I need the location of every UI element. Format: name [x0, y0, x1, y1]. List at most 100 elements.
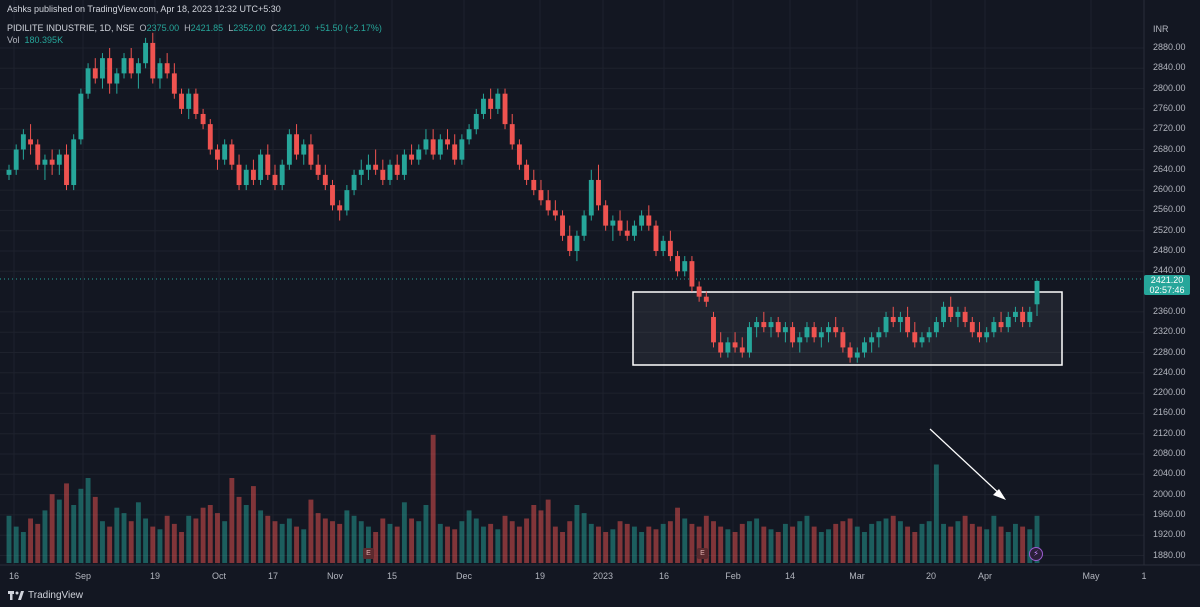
price-tick-label: 2160.00 [1153, 407, 1186, 418]
candle [1012, 306, 1018, 323]
candle-body [552, 210, 558, 216]
price-tick-label: 2760.00 [1153, 102, 1186, 113]
volume-bar [567, 521, 573, 563]
volume-bar [279, 523, 285, 563]
candle [308, 134, 314, 170]
candle-body [610, 220, 616, 226]
candle-body [768, 322, 774, 328]
volume-bar [373, 532, 379, 563]
volume-bar [207, 505, 213, 563]
candle-body [28, 139, 34, 145]
candle-body [473, 113, 479, 130]
volume-bar [797, 521, 803, 563]
candle [64, 144, 69, 191]
earnings-marker[interactable]: E [697, 548, 708, 559]
candle-body [998, 322, 1004, 328]
price-tick-label: 2280.00 [1153, 346, 1186, 357]
candle [790, 322, 796, 348]
volume-bar [782, 523, 788, 563]
volume-legend: Vol 180.395K [7, 35, 63, 45]
candle-body [962, 311, 968, 323]
footer-brand[interactable]: TradingView [8, 590, 83, 601]
volume-bar [876, 521, 882, 563]
earnings-marker[interactable]: E [363, 548, 374, 559]
date-tick-label: 16 [658, 571, 670, 581]
candle [322, 164, 328, 191]
price-tick-label: 2800.00 [1153, 82, 1186, 93]
candle-body [948, 306, 954, 317]
volume-bar [135, 502, 141, 563]
candle-body [775, 322, 781, 333]
candle-body [567, 235, 573, 251]
volume-bar [682, 518, 688, 563]
volume-bar [545, 499, 551, 563]
brand-name: TradingView [28, 590, 84, 601]
candle [358, 159, 364, 186]
candle [538, 179, 544, 206]
candle [365, 154, 371, 180]
candle-body [545, 200, 551, 211]
symbol-name[interactable]: PIDILITE INDUSTRIE, 1D, NSE [7, 23, 135, 33]
candle [42, 154, 48, 180]
volume-bar [617, 521, 623, 563]
candle-body [236, 164, 242, 186]
candle-body [186, 93, 192, 109]
candle-body [294, 134, 299, 155]
candle [890, 306, 896, 328]
volume-bar [610, 529, 616, 563]
candle-body [222, 144, 228, 160]
volume-bar [955, 521, 961, 563]
volume-bar [862, 532, 867, 563]
candle [761, 311, 767, 333]
volume-bar [423, 505, 429, 563]
candle-body [646, 215, 652, 226]
candle-body [330, 185, 335, 206]
candle-body [207, 124, 213, 150]
price-tick-label: 2560.00 [1153, 204, 1186, 215]
candle-body [401, 154, 407, 175]
candle [459, 134, 465, 165]
consolidation-box[interactable] [632, 291, 1063, 366]
candle [78, 88, 84, 145]
date-tick-label: Sep [74, 571, 92, 581]
candle-body [258, 154, 264, 180]
trend-arrow[interactable] [929, 428, 1006, 500]
volume-bar [948, 526, 954, 563]
volume-label[interactable]: Vol [7, 35, 20, 45]
candle [703, 291, 709, 307]
candle [380, 159, 386, 186]
volume-bar [56, 499, 62, 563]
date-tick-label: Apr [977, 571, 993, 581]
volume-bar [869, 523, 875, 563]
candle [437, 134, 443, 160]
bolt-icon[interactable]: ⚡ [1029, 547, 1043, 561]
candle-body [365, 164, 371, 170]
candle-body [416, 149, 422, 160]
open-label: O [139, 23, 147, 33]
date-tick-label: 16 [8, 571, 20, 581]
candle [222, 139, 228, 165]
candle-body [121, 58, 127, 74]
candle-body [6, 169, 12, 175]
currency-label[interactable]: INR [1153, 24, 1169, 34]
candle-body [481, 98, 486, 114]
volume-bar [941, 523, 946, 563]
volume-bar [171, 523, 177, 563]
candle [545, 190, 551, 216]
candle-body [725, 342, 731, 353]
candle [718, 332, 724, 358]
volume-bar [35, 523, 41, 563]
volume-bar [1020, 526, 1026, 563]
candle [401, 149, 407, 180]
volume-bar [222, 521, 228, 563]
candle [797, 332, 803, 353]
volume-bar [430, 434, 436, 563]
candle-body [790, 327, 796, 343]
price-tick-label: 2840.00 [1153, 62, 1186, 73]
candle-body [912, 332, 918, 343]
candle-body [423, 139, 429, 150]
volume-bar [969, 523, 975, 563]
candle [646, 205, 652, 231]
volume-bar [1027, 529, 1033, 563]
